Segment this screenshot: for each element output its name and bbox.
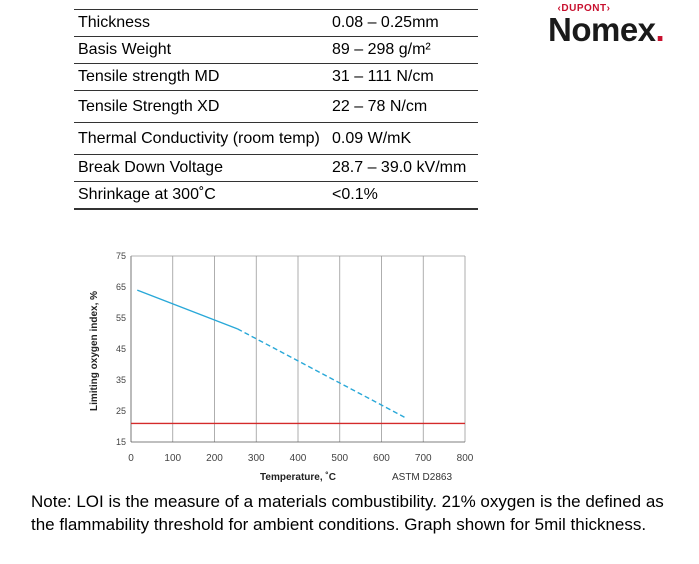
- spec-property: Break Down Voltage: [74, 154, 332, 182]
- y-tick-label: 15: [116, 437, 126, 447]
- x-tick-label: 400: [290, 453, 307, 464]
- spec-value: <0.1%: [332, 181, 478, 210]
- spec-value: 0.09 W/mK: [332, 122, 478, 155]
- spec-property: Thermal Conductivity (room temp): [74, 122, 332, 155]
- x-tick-label: 700: [415, 453, 432, 464]
- spec-row: Thickness 0.08 – 0.25mm: [74, 9, 478, 37]
- loi-chart: 15 25 35 45 55 65 75 0 100 200 300 400 500 600 700 800 T…: [89, 251, 474, 483]
- loi-line-dashed: [237, 328, 405, 418]
- spec-value: 31 – 111 N/cm: [332, 63, 478, 91]
- spec-value: 22 – 78 N/cm: [332, 90, 478, 123]
- x-tick-label: 800: [457, 453, 474, 464]
- nomex-logo: ‹DUPONT› Nomex.: [548, 3, 688, 49]
- spec-row: Break Down Voltage 28.7 – 39.0 kV/mm: [74, 154, 478, 182]
- spec-value: 28.7 – 39.0 kV/mm: [332, 154, 478, 182]
- y-axis-title: Limiting oxygen index, %: [89, 291, 100, 411]
- x-tick-label: 300: [248, 453, 265, 464]
- spec-row: Thermal Conductivity (room temp) 0.09 W/m…: [74, 122, 478, 155]
- spec-property: Tensile strength MD: [74, 63, 332, 91]
- dupont-label: ‹DUPONT›: [557, 3, 611, 14]
- x-tick-label: 600: [373, 453, 390, 464]
- properties-table: Thickness 0.08 – 0.25mm Basis Weight 89 – 2…: [74, 9, 478, 210]
- x-tick-label: 500: [331, 453, 348, 464]
- spec-row: Shrinkage at 300˚C <0.1%: [74, 181, 478, 210]
- spec-property: Basis Weight: [74, 36, 332, 64]
- y-tick-label: 55: [116, 313, 126, 323]
- spec-property: Shrinkage at 300˚C: [74, 181, 332, 210]
- spec-property: Thickness: [74, 9, 332, 37]
- y-tick-label: 65: [116, 282, 126, 292]
- spec-value: 0.08 – 0.25mm: [332, 9, 478, 37]
- spec-property: Tensile Strength XD: [74, 90, 332, 123]
- spec-row: Tensile Strength XD 22 – 78 N/cm: [74, 90, 478, 123]
- loi-line-solid: [137, 289, 238, 330]
- nomex-wordmark: Nomex.: [548, 11, 665, 48]
- spec-row: Basis Weight 89 – 298 g/m²: [74, 36, 478, 64]
- source-label: ASTM D2863: [392, 472, 452, 483]
- spec-row: Tensile strength MD 31 – 111 N/cm: [74, 63, 478, 91]
- x-tick-label: 0: [128, 453, 134, 464]
- note-text: Note: LOI is the measure of a materials …: [31, 492, 664, 534]
- x-tick-label: 100: [164, 453, 181, 464]
- x-tick-label: 200: [206, 453, 223, 464]
- y-tick-label: 75: [116, 251, 126, 261]
- y-tick-label: 35: [116, 375, 126, 385]
- x-axis-title: Temperature, ˚C: [260, 471, 336, 483]
- y-tick-label: 45: [116, 344, 126, 354]
- y-tick-label: 25: [116, 406, 126, 416]
- spec-value: 89 – 298 g/m²: [332, 36, 478, 64]
